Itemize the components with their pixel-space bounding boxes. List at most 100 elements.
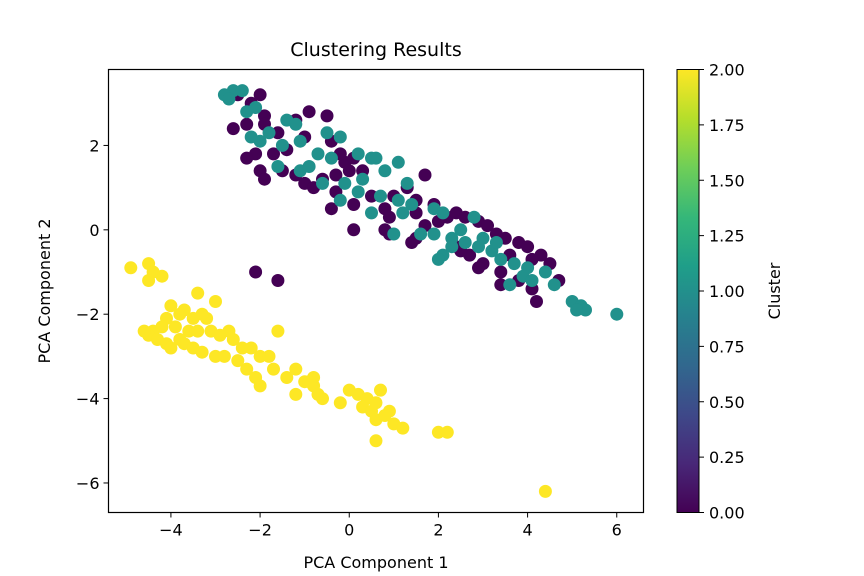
cluster-1-point (458, 236, 472, 249)
colorbar-tick-label: 0.25 (709, 448, 745, 467)
scatter-points (124, 84, 624, 498)
cluster-0-point (226, 122, 240, 136)
cluster-1-point (396, 206, 410, 220)
y-tick-label: −4 (76, 390, 100, 409)
cluster-2-point (280, 371, 294, 384)
y-tick-label: −2 (76, 305, 100, 324)
cluster-2-point (289, 387, 303, 401)
cluster-1-point (570, 303, 584, 317)
cluster-2-point (124, 261, 138, 275)
cluster-0-point (481, 219, 494, 233)
colorbar-tick-label: 0.75 (709, 337, 745, 356)
cluster-1-point (365, 206, 378, 220)
cluster-1-point (316, 176, 329, 190)
cluster-1-point (311, 147, 325, 161)
cluster-2-point (240, 362, 254, 376)
cluster-0-point (271, 274, 285, 287)
x-tick-label: −2 (248, 521, 272, 540)
cluster-2-point (253, 349, 267, 363)
cluster-0-point (249, 265, 263, 279)
cluster-0-point (258, 172, 271, 186)
cluster-1-point (431, 252, 445, 266)
colorbar-tick-label: 0.50 (709, 393, 745, 412)
cluster-1-point (387, 227, 401, 241)
cluster-2-point (137, 324, 151, 338)
cluster-1-point (525, 274, 539, 287)
cluster-0-point (347, 198, 361, 211)
colorbar-tick-label: 1.00 (709, 282, 745, 301)
cluster-2-point (195, 345, 209, 359)
cluster-0-point (324, 202, 338, 216)
cluster-1-point (302, 160, 316, 173)
cluster-2-point (195, 307, 209, 321)
cluster-1-point (369, 151, 383, 165)
cluster-2-point (168, 320, 182, 334)
cluster-0-point (418, 168, 432, 182)
colorbar-tick-label: 1.75 (709, 116, 745, 135)
cluster-2-point (333, 396, 347, 410)
y-tick-label: −6 (76, 474, 100, 493)
x-axis-label: PCA Component 1 (303, 553, 448, 572)
cluster-1-point (405, 198, 419, 211)
cluster-1-point (579, 303, 592, 317)
cluster-1-point (351, 185, 365, 199)
cluster-1-point (235, 84, 249, 98)
cluster-1-point (489, 236, 503, 249)
y-tick-label: 0 (89, 221, 99, 240)
cluster-2-point (316, 392, 329, 406)
cluster-1-point (244, 130, 258, 144)
cluster-1-point (271, 160, 285, 173)
cluster-2-point (182, 324, 196, 338)
cluster-0-point (329, 168, 343, 182)
colorbar-tick-label: 0.00 (709, 504, 745, 523)
cluster-1-point (538, 265, 552, 279)
cluster-0-point (320, 109, 334, 123)
cluster-0-point (405, 236, 419, 249)
cluster-2-point (231, 354, 245, 368)
cluster-0-point (240, 151, 254, 165)
cluster-2-point (267, 362, 280, 376)
cluster-2-point (302, 375, 316, 389)
colorbar-tick-label: 1.50 (709, 171, 745, 190)
cluster-2-point (191, 324, 205, 338)
cluster-2-point (164, 299, 178, 313)
cluster-1-point (454, 223, 468, 237)
cluster-1-point (333, 193, 347, 207)
cluster-0-point (302, 105, 316, 119)
cluster-1-point (324, 151, 338, 165)
cluster-1-point (374, 189, 387, 203)
cluster-2-point (431, 425, 445, 439)
y-axis: −6 −4 −2 0 2 (76, 136, 109, 493)
cluster-1-point (414, 227, 428, 241)
cluster-1-point (507, 257, 521, 271)
cluster-0-point (382, 210, 396, 224)
colorbar (676, 69, 700, 513)
x-tick-label: 4 (522, 521, 532, 540)
cluster-1-point (467, 210, 481, 224)
x-tick-label: 2 (433, 521, 443, 540)
cluster-1-point (445, 240, 459, 254)
cluster-2-point (396, 421, 410, 435)
cluster-1-point (333, 130, 347, 144)
cluster-2-point (369, 396, 383, 410)
cluster-2-point (253, 379, 267, 393)
cluster-2-point (209, 349, 222, 363)
cluster-1-point (494, 252, 508, 266)
cluster-2-point (262, 349, 276, 363)
cluster-0-point (253, 88, 267, 102)
cluster-2-point (164, 341, 178, 355)
plot-area-frame (107, 68, 645, 514)
cluster-0-point (530, 295, 543, 308)
cluster-1-point (436, 206, 450, 220)
cluster-0-point (240, 117, 254, 131)
colorbar-tick-label: 1.25 (709, 227, 745, 246)
x-tick-label: −4 (159, 521, 183, 540)
cluster-0-point (458, 210, 472, 224)
cluster-2-point (289, 362, 303, 376)
cluster-0-point (271, 126, 285, 140)
y-tick-label: 2 (89, 136, 99, 155)
cluster-1-point (262, 126, 276, 140)
cluster-2-point (191, 286, 205, 300)
